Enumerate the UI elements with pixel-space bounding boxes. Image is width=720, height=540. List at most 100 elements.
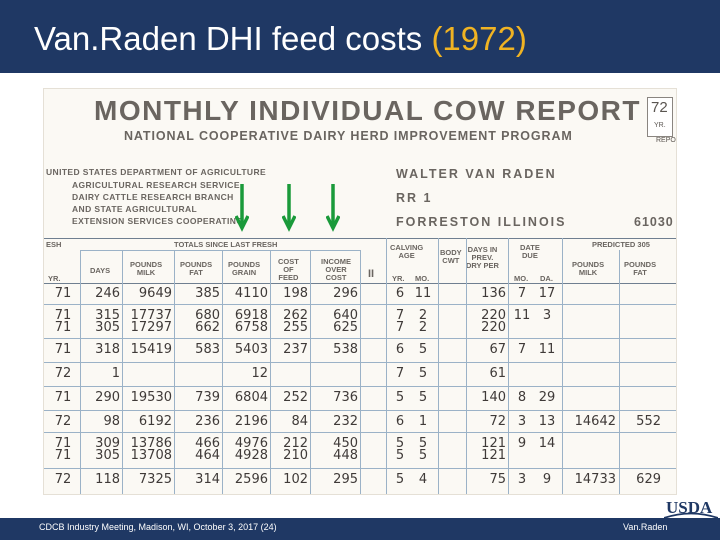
- table-cell-cost: 237: [283, 342, 308, 357]
- table-cell-dda: 13: [538, 414, 556, 429]
- col-header-due-da: DA.: [540, 274, 553, 283]
- table-cell-grain: 2596: [234, 472, 268, 487]
- table-cell-grain: 4928: [234, 448, 268, 463]
- arrow-down-icon: [235, 184, 249, 232]
- table-cell-milk: 17297: [130, 320, 172, 335]
- table-cell-cost: 198: [283, 286, 308, 301]
- header-calving-age: CALVING AGE: [390, 243, 424, 260]
- table-cell-fat: 680: [195, 308, 220, 323]
- table-cell-income: 640: [333, 308, 358, 323]
- slide-title-main: Van.Raden DHI feed costs: [34, 20, 423, 57]
- footer-citation: CDCB Industry Meeting, Madison, WI, Octo…: [39, 522, 277, 532]
- table-cell-grain: 4110: [234, 286, 268, 301]
- col-header-due-mo: MO.: [514, 274, 529, 283]
- year-box-label: YR.: [654, 122, 666, 129]
- table-cell-grain: 6758: [234, 320, 268, 335]
- table-cell-dry: 136: [481, 286, 506, 301]
- table-cell-grain: 2196: [234, 414, 268, 429]
- header-body-cwt: BODY CWT: [440, 248, 462, 265]
- table-cell-grain: 12: [251, 366, 268, 381]
- table-column-rule: [360, 250, 361, 494]
- table-cell-milk: 7325: [138, 472, 172, 487]
- table-rule: [80, 250, 360, 251]
- table-row-separator: [44, 338, 676, 339]
- table-cell-fat: 236: [195, 414, 220, 429]
- table-column-rule: [122, 250, 123, 494]
- table-row-separator: [44, 432, 676, 433]
- table-cell-dry: 61: [489, 366, 506, 381]
- table-column-rule: [562, 238, 563, 494]
- table-cell-cmo: 4: [418, 472, 428, 487]
- table-cell-pmilk: 14733: [574, 472, 616, 487]
- col-header-ii: II: [368, 268, 375, 280]
- table-cell-dda: 14: [538, 436, 556, 451]
- table-column-rule: [386, 238, 387, 494]
- table-cell-fat: 385: [195, 286, 220, 301]
- table-row-separator: [44, 386, 676, 387]
- table-column-rule: [174, 250, 175, 494]
- table-cell-cyr: 5: [395, 448, 405, 463]
- table-column-rule: [270, 250, 271, 494]
- table-cell-dry: 121: [481, 448, 506, 463]
- table-cell-days: 309: [95, 436, 120, 451]
- table-cell-income: 450: [333, 436, 358, 451]
- slide-title-year: (1972): [431, 20, 527, 57]
- table-cell-income: 295: [333, 472, 358, 487]
- table-cell-cost: 212: [283, 436, 308, 451]
- table-column-rule: [80, 250, 81, 494]
- table-cell-fat: 466: [195, 436, 220, 451]
- table-cell-cmo: 5: [418, 390, 428, 405]
- table-cell-cyr: 7: [395, 308, 405, 323]
- table-cell-cmo: 11: [414, 286, 432, 301]
- table-column-rule: [508, 238, 509, 494]
- table-cell-milk: 19530: [130, 390, 172, 405]
- table-cell-days: 98: [103, 414, 120, 429]
- table-cell-cmo: 2: [418, 320, 428, 335]
- table-cell-milk: 17737: [130, 308, 172, 323]
- table-cell-fat: 464: [195, 448, 220, 463]
- header-days-in-dry: DAYS IN PREV. DRY PER: [466, 245, 499, 270]
- table-cell-yr: 71: [54, 448, 72, 463]
- table-column-rule: [466, 238, 467, 494]
- table-cell-dry: 121: [481, 436, 506, 451]
- table-cell-cmo: 2: [418, 308, 428, 323]
- table-cell-dmo: 11: [513, 308, 531, 323]
- table-cell-days: 290: [95, 390, 120, 405]
- table-cell-cyr: 5: [395, 436, 405, 451]
- table-cell-cost: 252: [283, 390, 308, 405]
- report-subtitle: NATIONAL COOPERATIVE DAIRY HERD IMPROVEM…: [124, 129, 573, 143]
- table-cell-days: 1: [111, 366, 120, 381]
- table-cell-fat: 662: [195, 320, 220, 335]
- table-cell-dmo: 3: [517, 472, 527, 487]
- table-cell-fat: 314: [195, 472, 220, 487]
- table-cell-cost: 255: [283, 320, 308, 335]
- table-cell-dry: 220: [481, 308, 506, 323]
- col-header-income: INCOME OVER COST: [321, 257, 351, 282]
- col-header-pred-fat: POUNDS FAT: [624, 260, 657, 277]
- table-cell-cyr: 7: [395, 366, 405, 381]
- col-header-grain: POUNDS GRAIN: [228, 260, 261, 277]
- table-cell-days: 118: [95, 472, 120, 487]
- cow-report-image: MONTHLY INDIVIDUAL COW REPORT NATIONAL C…: [43, 88, 677, 495]
- table-cell-milk: 9649: [138, 286, 172, 301]
- arrow-down-icon: [326, 184, 340, 232]
- table-cell-pfat: 629: [636, 472, 661, 487]
- table-cell-yr: 72: [54, 472, 72, 487]
- usda-logo-text: USDA: [666, 498, 713, 517]
- table-cell-milk: 15419: [130, 342, 172, 357]
- footer-bar: [0, 518, 720, 540]
- year-box-value: 72: [651, 99, 668, 116]
- table-cell-dmo: 9: [517, 436, 527, 451]
- table-cell-dmo: 8: [517, 390, 527, 405]
- table-cell-grain: 5403: [234, 342, 268, 357]
- table-cell-cyr: 5: [395, 390, 405, 405]
- table-cell-dry: 140: [481, 390, 506, 405]
- title-bar: [0, 0, 720, 73]
- table-column-rule: [310, 250, 311, 494]
- table-cell-yr: 71: [54, 436, 72, 451]
- table-column-rule: [222, 250, 223, 494]
- table-cell-cmo: 5: [418, 342, 428, 357]
- col-header-calving-mo: MO.: [415, 274, 430, 283]
- header-fresh: ESH: [46, 240, 62, 249]
- col-header-calving-yr: YR.: [392, 274, 405, 283]
